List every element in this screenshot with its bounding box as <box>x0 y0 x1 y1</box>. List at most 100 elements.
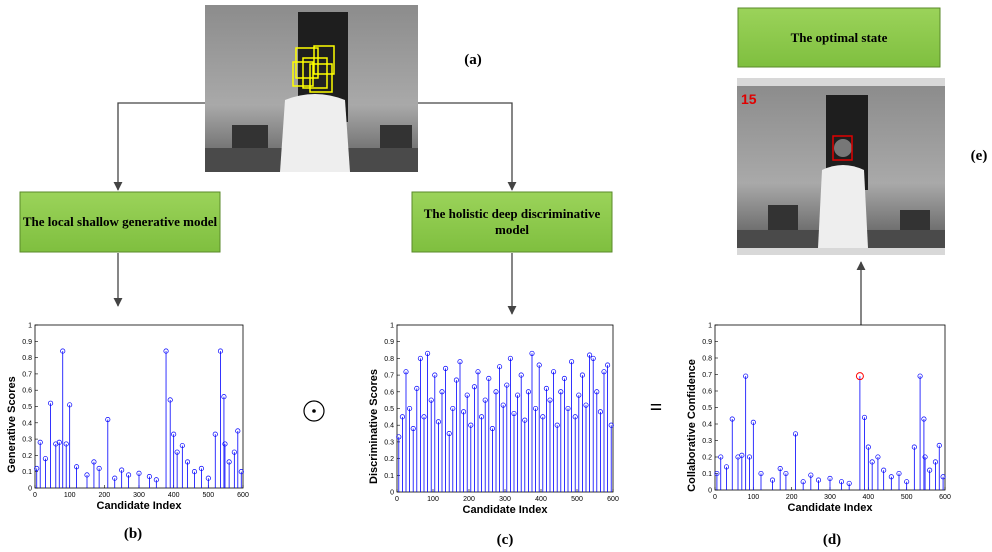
x-tick-label: 100 <box>747 494 759 501</box>
x-axis-label: Candidate Index <box>463 504 549 516</box>
stem-marker <box>464 392 470 398</box>
stem-marker <box>554 422 560 428</box>
stem-marker <box>551 369 557 375</box>
stem-marker <box>403 369 409 375</box>
stem-marker <box>221 394 227 400</box>
y-tick-label: 0.7 <box>384 373 394 380</box>
caption: (e) <box>971 148 988 164</box>
stem-marker <box>489 425 495 432</box>
stem-marker <box>869 459 875 465</box>
stem-marker <box>191 469 198 475</box>
y-tick-label: 0.9 <box>22 339 32 346</box>
stem-marker <box>932 459 938 465</box>
stem-marker <box>569 359 575 365</box>
y-tick-label: 1 <box>28 323 32 330</box>
stem-marker <box>525 389 531 395</box>
stem-marker <box>222 441 228 447</box>
box-text: The local shallow generative model <box>22 214 218 229</box>
stem-marker <box>410 425 416 432</box>
x-tick-label: 600 <box>237 492 249 499</box>
box-text: The optimal state <box>791 30 888 45</box>
stem-marker <box>226 459 232 465</box>
x-tick-label: 400 <box>535 496 547 503</box>
stem-marker <box>396 434 402 440</box>
y-tick-label: 0.1 <box>22 469 32 476</box>
stem-marker <box>468 422 474 428</box>
stem-marker <box>911 444 917 450</box>
stem-marker <box>60 348 66 354</box>
model-box <box>411 191 613 253</box>
stem-marker <box>511 410 517 417</box>
stem-marker <box>597 409 603 415</box>
stem-marker <box>579 372 585 378</box>
y-tick-label: 1 <box>708 323 712 330</box>
y-tick-label: 0.3 <box>22 437 32 444</box>
y-tick-label: 0.7 <box>702 372 712 379</box>
stem-marker <box>583 402 589 408</box>
stem-marker <box>558 389 564 395</box>
stem-chart: 0 0.1 0.2 0.3 0.4 0.5 0.6 0.7 0.8 0.9 1 0 100 200 300 4… <box>6 323 249 513</box>
stem-marker <box>461 409 467 415</box>
state-box <box>737 7 941 68</box>
stem-marker <box>146 474 152 480</box>
x-tick-label: 300 <box>133 492 145 499</box>
x-tick-label: 0 <box>713 494 717 501</box>
stem-marker <box>750 419 756 425</box>
stem-marker <box>471 384 477 390</box>
stem-marker <box>443 365 449 371</box>
stem-marker <box>167 397 173 403</box>
x-tick-label: 200 <box>786 494 798 501</box>
y-tick-label: 0.2 <box>702 455 712 462</box>
y-tick-label: 0.2 <box>384 456 394 463</box>
stem-marker <box>504 382 510 388</box>
stem-marker <box>861 414 868 420</box>
stem-marker <box>493 389 499 395</box>
stem-marker <box>594 389 600 395</box>
y-tick-label: 0.4 <box>384 423 394 430</box>
stem-marker <box>425 350 431 356</box>
y-tick-label: 0.6 <box>702 389 712 396</box>
stem-marker <box>414 385 420 392</box>
stem-marker <box>605 362 611 368</box>
stem-marker <box>540 414 546 420</box>
stem-marker <box>421 414 427 420</box>
box-text: The holistic deep discriminative model <box>423 206 601 237</box>
stem-marker <box>63 441 69 447</box>
stem-marker <box>457 359 463 365</box>
stem-marker <box>936 442 942 449</box>
x-tick-label: 500 <box>901 494 913 501</box>
stem-marker <box>407 405 413 412</box>
stem-marker <box>37 439 43 445</box>
y-tick-label: 0.8 <box>384 356 394 363</box>
caption: (b) <box>124 526 142 542</box>
stem-marker <box>482 397 488 403</box>
stem-marker <box>758 470 764 477</box>
stem-marker <box>453 377 459 383</box>
stem-marker <box>587 352 593 358</box>
stem-marker <box>112 475 118 481</box>
stem-marker <box>739 452 745 458</box>
stem-marker <box>904 479 910 485</box>
stem-marker <box>827 475 833 482</box>
stem-marker <box>917 373 923 379</box>
x-tick-label: 200 <box>98 492 110 499</box>
stem-marker <box>399 414 405 420</box>
stem-marker <box>927 467 933 473</box>
y-tick-label: 0.4 <box>702 422 712 429</box>
stem-marker <box>536 362 542 368</box>
model-box <box>19 191 221 253</box>
stem-marker <box>888 474 894 480</box>
photo-e <box>737 78 945 255</box>
stem-marker <box>846 480 852 486</box>
y-tick-label: 0.6 <box>22 388 32 395</box>
stem-marker <box>238 469 244 475</box>
equals-sign: = <box>650 394 663 419</box>
stem-marker <box>815 477 822 483</box>
y-axis-label: Collaborative Confidence <box>686 359 698 492</box>
stem-marker <box>881 467 887 473</box>
stem-marker <box>838 479 845 485</box>
y-tick-label: 0 <box>390 490 394 497</box>
y-tick-label: 0 <box>28 486 32 493</box>
stem-marker <box>608 422 614 428</box>
y-tick-label: 0.7 <box>22 371 32 378</box>
